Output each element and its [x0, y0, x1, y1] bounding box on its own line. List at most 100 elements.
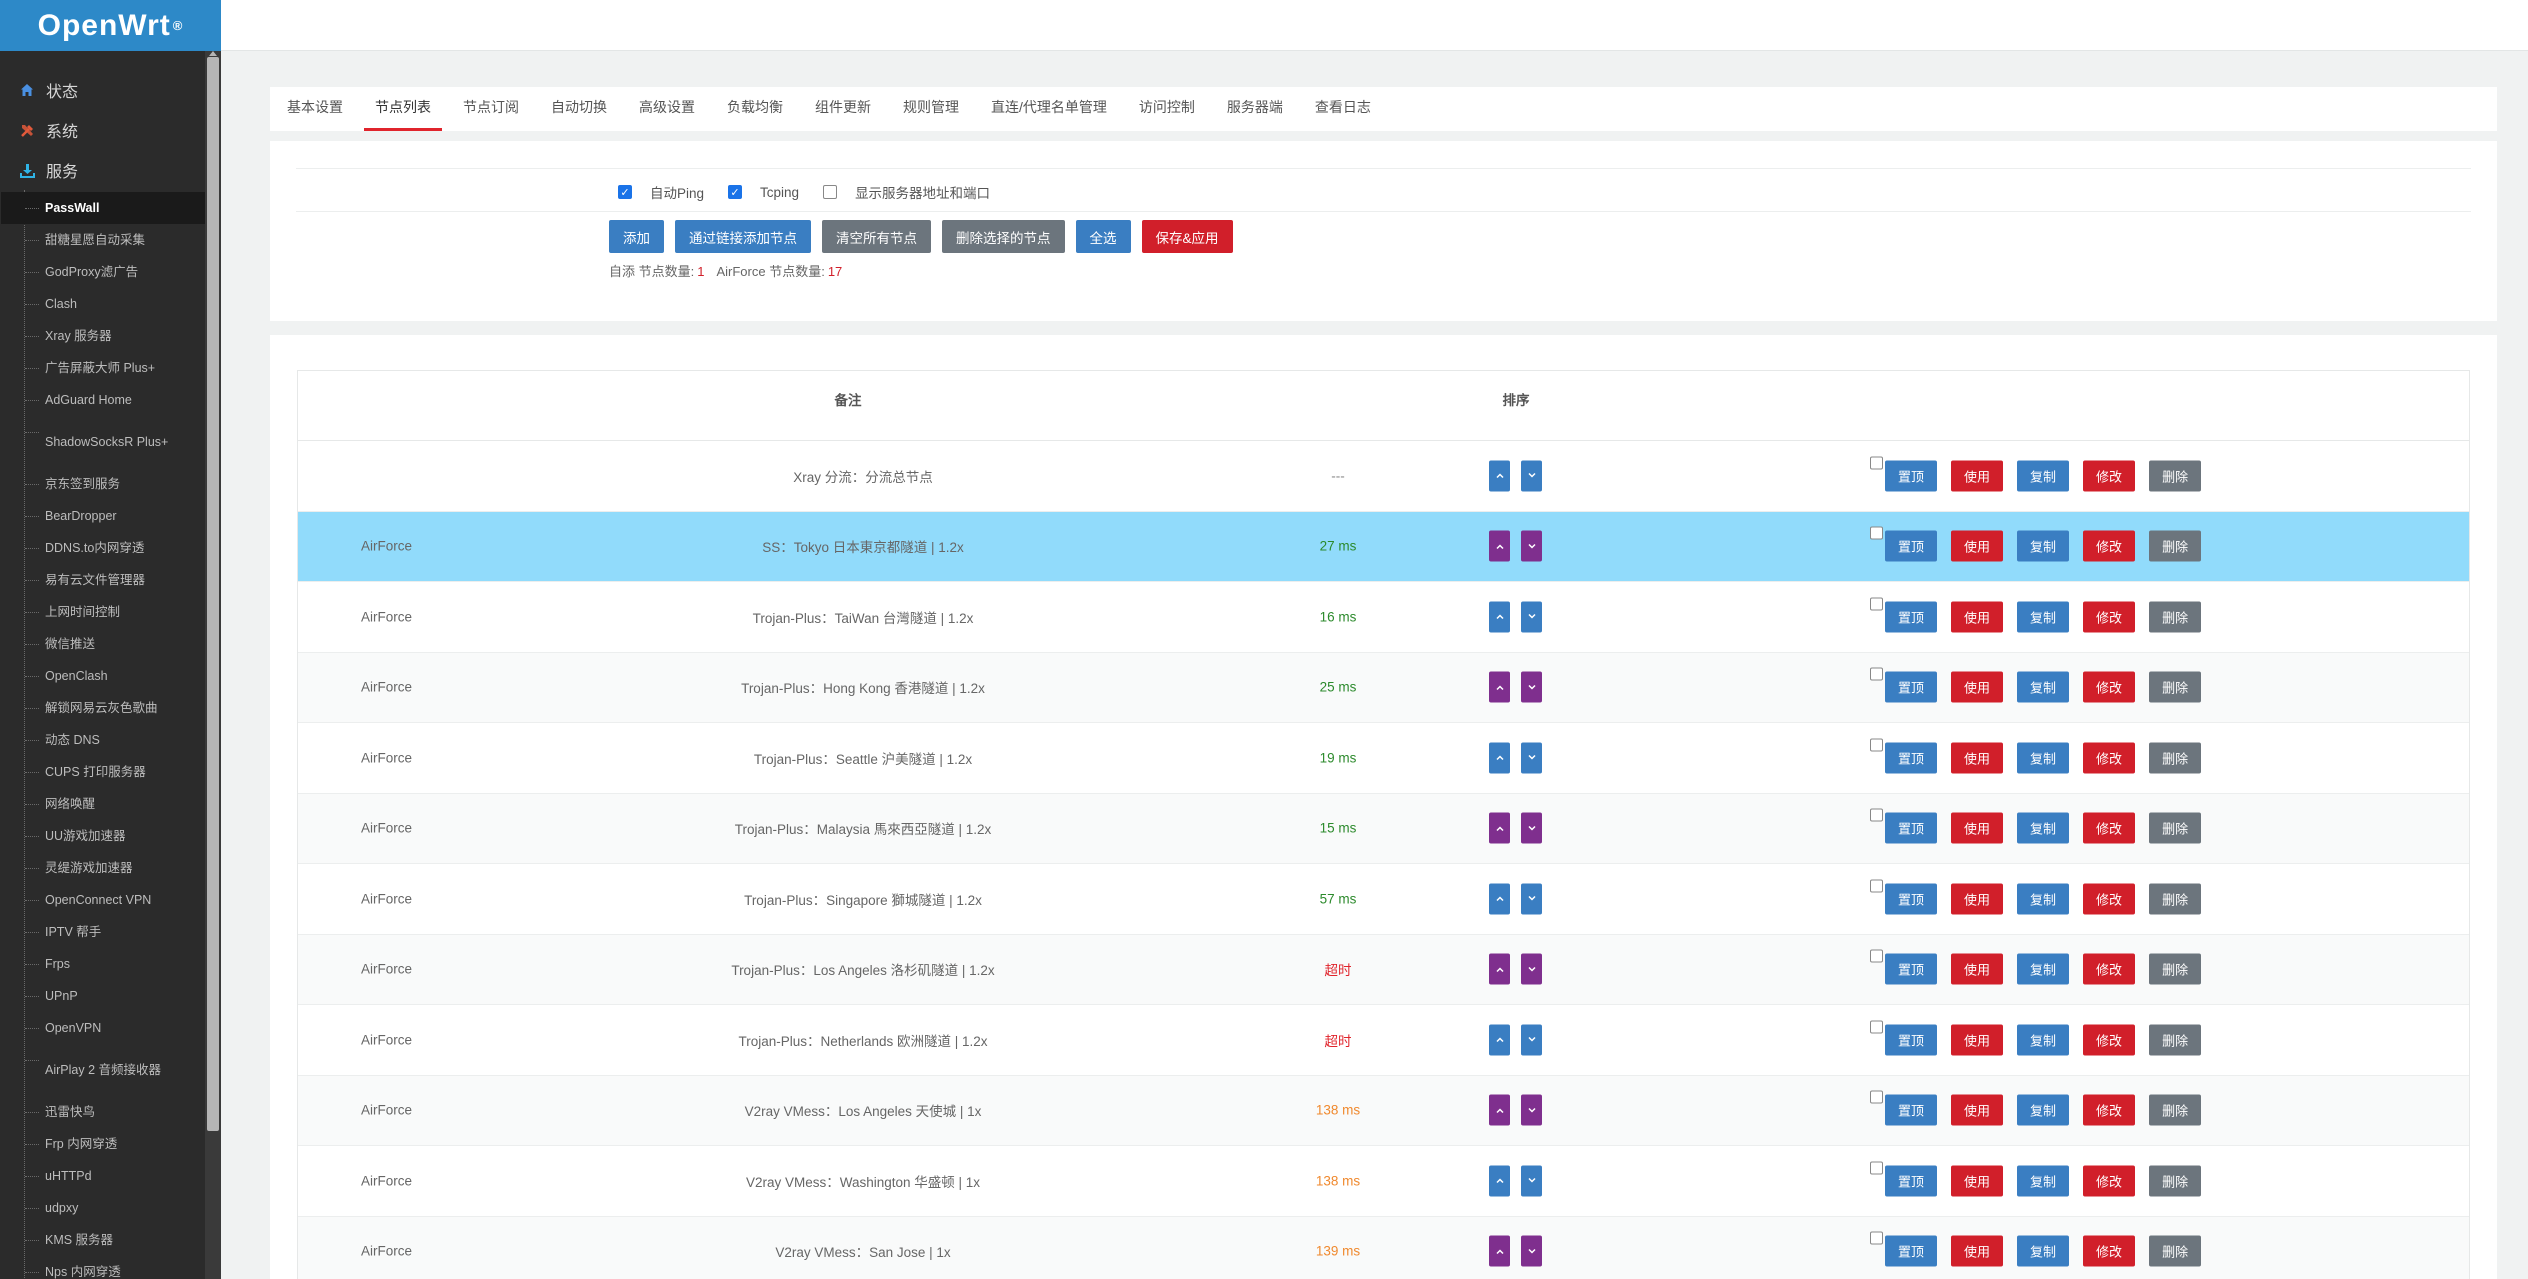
delete-button[interactable]: 删除 [2149, 530, 2202, 562]
sidebar-subitem[interactable]: UU游戏加速器 [25, 820, 205, 852]
move-up-button[interactable] [1489, 601, 1510, 633]
sidebar-item-status[interactable]: 状态 [0, 70, 205, 110]
copy-button[interactable]: 复制 [2017, 460, 2070, 492]
sidebar-item-services[interactable]: 服务 [0, 150, 205, 190]
sidebar-subitem[interactable]: 易有云文件管理器 [25, 564, 205, 596]
table-row[interactable]: AirForce Trojan-Plus：Singapore 獅城隧道 | 1.2… [298, 864, 2469, 935]
sidebar-subitem[interactable]: 京东签到服务 [25, 468, 205, 500]
move-up-button[interactable] [1489, 671, 1510, 703]
sidebar-subitem[interactable]: AirPlay 2 音频接收器 [25, 1044, 205, 1096]
tab-item[interactable]: 查看日志 [1314, 99, 1371, 115]
edit-button[interactable]: 修改 [2083, 1094, 2136, 1126]
sidebar-subitem[interactable]: Nps 内网穿透 [25, 1256, 205, 1279]
sidebar-subitem[interactable]: PassWall [1, 192, 205, 224]
copy-button[interactable]: 复制 [2017, 1165, 2070, 1197]
delete-button[interactable]: 删除 [2149, 460, 2202, 492]
delete-button[interactable]: 删除 [2149, 953, 2202, 985]
sidebar-subitem[interactable]: Xray 服务器 [25, 320, 205, 352]
row-select-checkbox[interactable] [1870, 1020, 1883, 1034]
move-up-button[interactable] [1489, 1235, 1510, 1267]
sidebar-subitem[interactable]: Frps [25, 948, 205, 980]
use-button[interactable]: 使用 [1951, 883, 2004, 915]
top-button[interactable]: 置顶 [1885, 1235, 1938, 1267]
move-down-button[interactable] [1521, 1165, 1542, 1197]
table-row[interactable]: AirForce Trojan-Plus：Hong Kong 香港隧道 | 1.2… [298, 652, 2469, 723]
row-select-checkbox[interactable] [1870, 949, 1883, 963]
sidebar-subitem[interactable]: uHTTPd [25, 1160, 205, 1192]
edit-button[interactable]: 修改 [2083, 1235, 2136, 1267]
move-down-button[interactable] [1521, 742, 1542, 774]
copy-button[interactable]: 复制 [2017, 742, 2070, 774]
select-all-button[interactable]: 全选 [1075, 220, 1131, 253]
table-row[interactable]: AirForce Trojan-Plus：Los Angeles 洛杉矶隧道 | … [298, 934, 2469, 1005]
auto-ping-checkbox[interactable]: ✓ [618, 185, 632, 199]
tab-item[interactable]: 组件更新 [815, 99, 871, 115]
move-down-button[interactable] [1521, 1235, 1542, 1267]
copy-button[interactable]: 复制 [2017, 812, 2070, 844]
row-select-checkbox[interactable] [1870, 879, 1883, 893]
top-button[interactable]: 置顶 [1885, 601, 1938, 633]
sidebar-item-system[interactable]: 系统 [0, 110, 205, 150]
sidebar-subitem[interactable]: UPnP [25, 980, 205, 1012]
copy-button[interactable]: 复制 [2017, 530, 2070, 562]
save-apply-button[interactable]: 保存&应用 [1141, 220, 1233, 253]
use-button[interactable]: 使用 [1951, 953, 2004, 985]
delete-button[interactable]: 删除 [2149, 1024, 2202, 1056]
edit-button[interactable]: 修改 [2083, 883, 2136, 915]
sidebar-subitem[interactable]: 广告屏蔽大师 Plus+ [25, 352, 205, 384]
tab-item[interactable]: 高级设置 [639, 99, 695, 115]
use-button[interactable]: 使用 [1951, 460, 2004, 492]
sidebar-subitem[interactable]: 上网时间控制 [25, 596, 205, 628]
copy-button[interactable]: 复制 [2017, 953, 2070, 985]
scroll-up-icon[interactable] [209, 51, 217, 56]
use-button[interactable]: 使用 [1951, 530, 2004, 562]
delete-button[interactable]: 删除 [2149, 601, 2202, 633]
tab-item[interactable]: 规则管理 [903, 99, 959, 115]
sidebar-subitem[interactable]: 微信推送 [25, 628, 205, 660]
top-button[interactable]: 置顶 [1885, 812, 1938, 844]
table-row[interactable]: AirForce Trojan-Plus：TaiWan 台灣隧道 | 1.2x 16… [298, 582, 2469, 653]
move-down-button[interactable] [1521, 1094, 1542, 1126]
row-select-checkbox[interactable] [1870, 738, 1883, 752]
tab-item[interactable]: 自动切换 [551, 99, 607, 115]
table-row[interactable]: AirForce V2ray VMess：San Jose | 1x 139 ms 置… [298, 1216, 2469, 1279]
add-by-link-button[interactable]: 通过链接添加节点 [675, 220, 811, 253]
delete-button[interactable]: 删除 [2149, 742, 2202, 774]
add-button[interactable]: 添加 [609, 220, 664, 253]
delete-button[interactable]: 删除 [2149, 1165, 2202, 1197]
sidebar-subitem[interactable]: GodProxy滤广告 [25, 256, 205, 288]
sidebar-subitem[interactable]: 甜糖星愿自动采集 [25, 224, 205, 256]
tab-item[interactable]: 节点列表 [364, 97, 442, 131]
copy-button[interactable]: 复制 [2017, 601, 2070, 633]
use-button[interactable]: 使用 [1951, 671, 2004, 703]
top-button[interactable]: 置顶 [1885, 530, 1938, 562]
move-up-button[interactable] [1489, 1094, 1510, 1126]
use-button[interactable]: 使用 [1951, 1024, 2004, 1056]
top-button[interactable]: 置顶 [1885, 883, 1938, 915]
sidebar-subitem[interactable]: Clash [25, 288, 205, 320]
tcping-checkbox[interactable]: ✓ [728, 185, 743, 199]
move-down-button[interactable] [1521, 601, 1542, 633]
sidebar-subitem[interactable]: 网络唤醒 [25, 788, 205, 820]
sidebar-subitem[interactable]: OpenVPN [25, 1012, 205, 1044]
scrollbar-thumb[interactable] [207, 57, 219, 1131]
sidebar-subitem[interactable]: udpxy [25, 1192, 205, 1224]
move-up-button[interactable] [1489, 460, 1510, 492]
row-select-checkbox[interactable] [1870, 526, 1883, 540]
sidebar-subitem[interactable]: OpenClash [25, 660, 205, 692]
sidebar-subitem[interactable]: 迅雷快鸟 [25, 1096, 205, 1128]
sidebar-subitem[interactable]: Frp 内网穿透 [25, 1128, 205, 1160]
edit-button[interactable]: 修改 [2083, 953, 2136, 985]
copy-button[interactable]: 复制 [2017, 1235, 2070, 1267]
copy-button[interactable]: 复制 [2017, 883, 2070, 915]
move-up-button[interactable] [1489, 953, 1510, 985]
delete-button[interactable]: 删除 [2149, 1235, 2202, 1267]
edit-button[interactable]: 修改 [2083, 1024, 2136, 1056]
move-up-button[interactable] [1489, 742, 1510, 774]
row-select-checkbox[interactable] [1870, 808, 1883, 822]
edit-button[interactable]: 修改 [2083, 1165, 2136, 1197]
tab-item[interactable]: 直连/代理名单管理 [991, 99, 1107, 115]
row-select-checkbox[interactable] [1870, 1161, 1883, 1175]
move-up-button[interactable] [1489, 1165, 1510, 1197]
table-row[interactable]: AirForce SS：Tokyo 日本東京都隧道 | 1.2x 27 ms 置顶 使用… [298, 511, 2469, 582]
